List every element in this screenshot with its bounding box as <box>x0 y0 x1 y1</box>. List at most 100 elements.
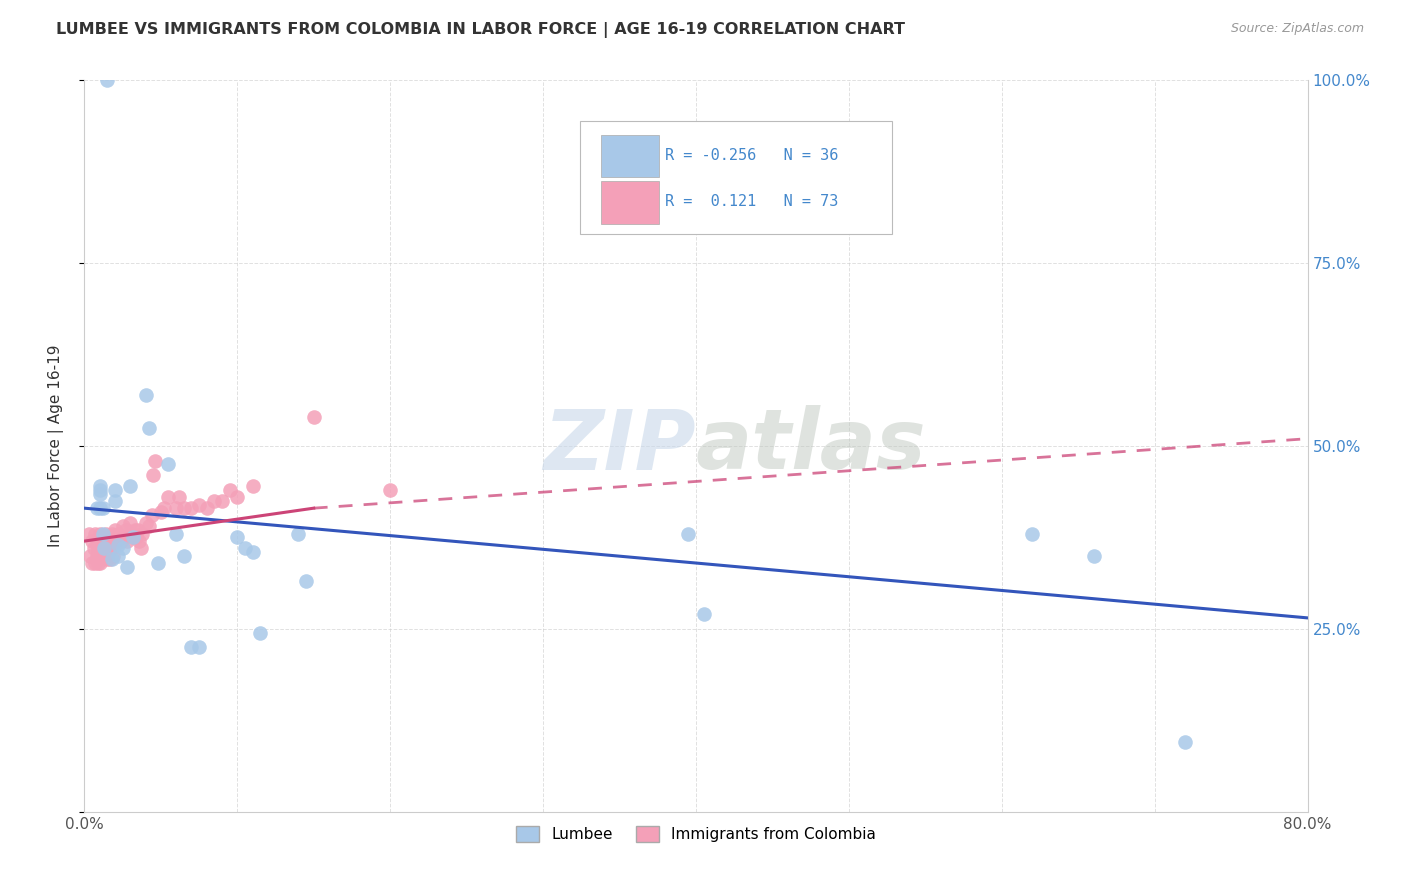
Point <box>80 534 103 549</box>
Point <box>86 549 108 563</box>
Text: R = -0.256   N = 36: R = -0.256 N = 36 <box>665 148 839 163</box>
Point <box>91 526 114 541</box>
Point <box>89 549 111 563</box>
Point <box>104 483 127 497</box>
Text: atlas: atlas <box>696 406 927 486</box>
Point <box>211 494 233 508</box>
Point <box>142 468 165 483</box>
Point <box>89 501 111 516</box>
Point <box>86 501 108 516</box>
FancyBboxPatch shape <box>600 135 659 178</box>
Point <box>1021 526 1043 541</box>
Point <box>89 479 111 493</box>
Point <box>107 526 129 541</box>
Point <box>89 483 111 497</box>
Point <box>86 538 108 552</box>
Point <box>96 552 118 566</box>
Point <box>108 530 131 544</box>
Point <box>692 607 714 622</box>
Point <box>149 505 172 519</box>
Point <box>226 530 249 544</box>
Point <box>107 549 129 563</box>
Text: ZIP: ZIP <box>543 406 696 486</box>
Point <box>1083 549 1105 563</box>
Point <box>135 516 157 530</box>
Point <box>89 556 111 570</box>
Point <box>146 556 169 570</box>
Point <box>143 453 166 467</box>
Point <box>98 552 121 566</box>
Point <box>202 494 225 508</box>
Y-axis label: In Labor Force | Age 16-19: In Labor Force | Age 16-19 <box>48 344 63 548</box>
Point <box>233 541 256 556</box>
Point <box>138 519 160 533</box>
Point <box>173 501 195 516</box>
Point <box>87 545 110 559</box>
FancyBboxPatch shape <box>579 120 891 234</box>
Point <box>226 490 249 504</box>
Point <box>91 534 114 549</box>
Point <box>80 556 103 570</box>
Point <box>89 530 111 544</box>
Point <box>97 545 120 559</box>
Point <box>242 479 264 493</box>
Point <box>89 486 111 500</box>
Point <box>188 640 211 655</box>
Point <box>79 549 101 563</box>
Point <box>157 490 180 504</box>
Point <box>105 534 128 549</box>
Point <box>180 501 202 516</box>
Text: Source: ZipAtlas.com: Source: ZipAtlas.com <box>1230 22 1364 36</box>
Point <box>1174 735 1197 749</box>
Point <box>93 541 115 556</box>
Point <box>93 545 115 559</box>
Point <box>96 73 118 87</box>
Point <box>167 490 190 504</box>
Point <box>101 541 124 556</box>
Point <box>111 541 134 556</box>
Point <box>122 530 145 544</box>
Point <box>107 538 129 552</box>
Point <box>115 534 138 549</box>
Point <box>84 556 107 570</box>
Point <box>91 545 114 559</box>
Point <box>125 530 148 544</box>
Point <box>122 530 145 544</box>
Legend: Lumbee, Immigrants from Colombia: Lumbee, Immigrants from Colombia <box>510 820 882 848</box>
Point <box>111 519 134 533</box>
Point <box>96 534 118 549</box>
Point <box>120 479 142 493</box>
Point <box>195 501 218 516</box>
Point <box>91 501 114 516</box>
Point <box>104 538 127 552</box>
Point <box>135 388 157 402</box>
Point <box>89 526 111 541</box>
Point <box>128 534 150 549</box>
Point <box>112 530 135 544</box>
Point <box>101 526 124 541</box>
Point <box>104 523 127 537</box>
Point <box>101 552 124 566</box>
Point <box>242 545 264 559</box>
Point <box>218 483 240 497</box>
Point <box>93 534 115 549</box>
Point <box>121 526 143 541</box>
Point <box>124 523 146 537</box>
Point <box>84 526 107 541</box>
Text: LUMBEE VS IMMIGRANTS FROM COLOMBIA IN LABOR FORCE | AGE 16-19 CORRELATION CHART: LUMBEE VS IMMIGRANTS FROM COLOMBIA IN LA… <box>56 22 905 38</box>
Point <box>114 523 136 537</box>
Point <box>138 421 160 435</box>
Point <box>173 549 195 563</box>
FancyBboxPatch shape <box>600 181 659 224</box>
Point <box>188 498 211 512</box>
Point <box>94 526 117 541</box>
Point <box>89 541 111 556</box>
Point <box>120 516 142 530</box>
Point <box>104 494 127 508</box>
Point <box>165 526 187 541</box>
Point <box>287 526 309 541</box>
Point <box>678 526 700 541</box>
Point <box>157 457 180 471</box>
Point <box>380 483 402 497</box>
Point <box>129 541 152 556</box>
